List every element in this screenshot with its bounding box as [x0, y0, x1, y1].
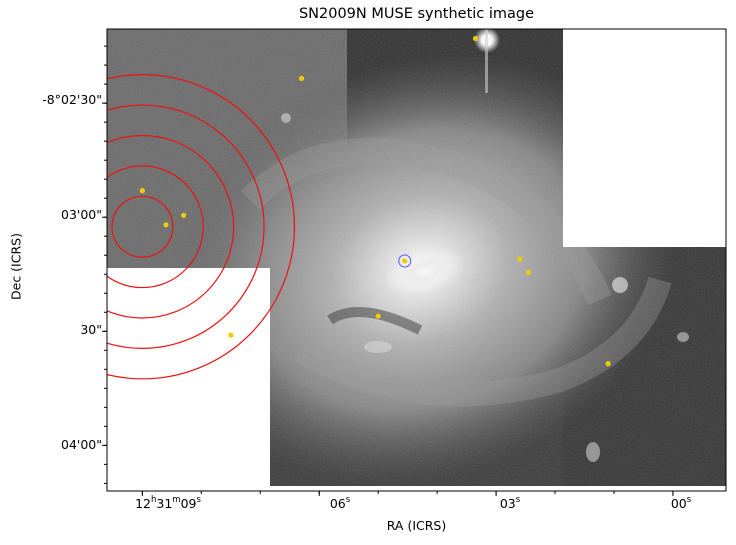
source-point: [375, 313, 381, 319]
aperture-circle: [107, 134, 235, 319]
x-axis-label: RA (ICRS): [386, 518, 447, 533]
muse-mosaic: [107, 29, 726, 486]
source-point: [517, 256, 523, 262]
source-point: [402, 258, 408, 264]
y-axis-label: Dec (ICRS): [8, 233, 24, 300]
source-point: [472, 35, 479, 42]
aperture-circle: [107, 104, 265, 349]
image-area: [107, 29, 726, 486]
tick-marks: [102, 45, 674, 496]
y-tick-label: -8°02'30": [42, 92, 102, 107]
overlay-sources: [139, 35, 611, 367]
source-point: [163, 222, 169, 228]
overlay-sn-marker: [398, 254, 412, 268]
x-tick-label: 00s: [670, 495, 692, 512]
source-point: [605, 361, 611, 367]
aperture-circle: [111, 195, 174, 258]
source-point: [298, 75, 305, 82]
aperture-circle: [107, 74, 296, 380]
axes-frame: [106, 28, 727, 492]
x-tick-label: 12h31m09s: [135, 495, 201, 512]
x-tick-label: 03s: [499, 495, 521, 512]
y-tick-label: 30": [80, 322, 102, 337]
aperture-circle: [107, 165, 204, 289]
y-tick-label: 04'00": [61, 437, 102, 452]
x-tick-label: 06s: [329, 495, 351, 512]
overlay-circles: [107, 74, 296, 380]
source-point: [228, 332, 234, 338]
chart-title: SN2009N MUSE synthetic image: [298, 6, 535, 22]
source-point: [181, 212, 187, 218]
y-tick-label: 03'00": [61, 207, 102, 222]
source-point: [525, 269, 532, 275]
source-point: [139, 188, 145, 194]
sn-marker-circle: [398, 254, 412, 268]
